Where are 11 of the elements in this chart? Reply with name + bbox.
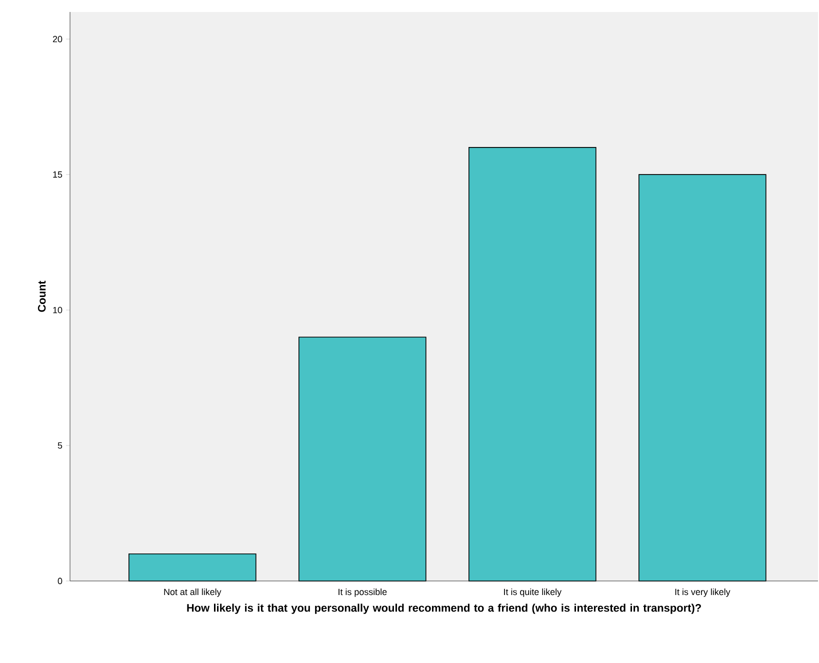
x-tick-label: It is possible — [338, 588, 387, 597]
y-tick-label: 15 — [53, 171, 62, 178]
y-tick-label: 5 — [58, 442, 62, 449]
x-tick-label: Not at all likely — [164, 588, 222, 597]
y-tick-label: 20 — [52, 36, 62, 42]
y-axis-title: Count — [38, 280, 46, 312]
y-tick-label: 0 — [58, 578, 62, 584]
y-tick-label: 10 — [53, 306, 62, 314]
x-tick-label: It is very likely — [675, 588, 730, 597]
x-tick-label: It is quite likely — [504, 588, 562, 597]
x-axis-title: How likely is it that you personally would recommend to a friend (who is interested in transport)? — [187, 604, 701, 614]
